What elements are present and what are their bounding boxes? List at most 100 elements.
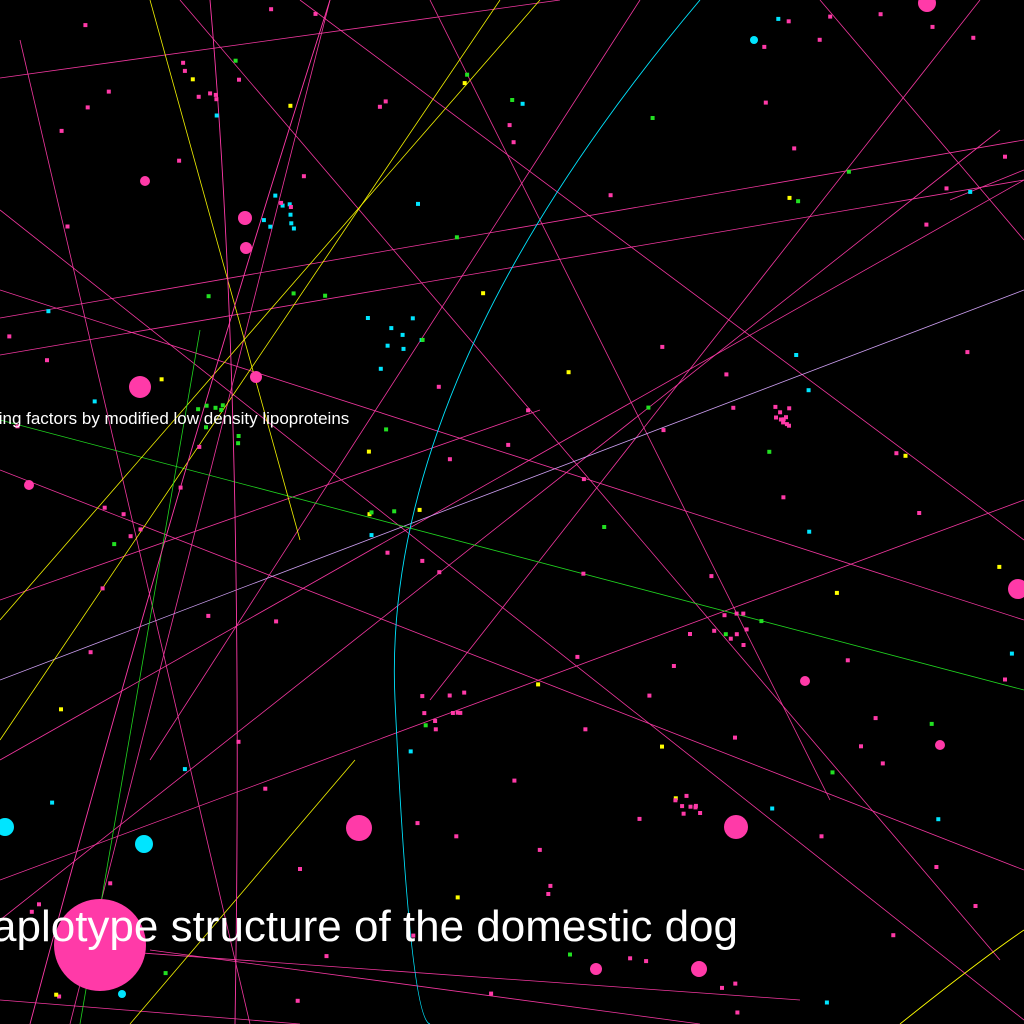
node-small-90 [1003, 154, 1007, 159]
node-small-174 [903, 453, 908, 458]
node-small-32 [220, 403, 225, 408]
node-small-168 [965, 350, 970, 355]
edge-26 [0, 0, 501, 741]
node-small-109 [298, 867, 302, 871]
node-small-97 [824, 1000, 829, 1005]
node-small-224 [767, 449, 772, 454]
node-small-117 [100, 586, 105, 591]
node-small-68 [681, 811, 686, 816]
node-small-156 [112, 542, 117, 547]
node-small-116 [834, 590, 839, 595]
node-small-209 [536, 682, 541, 687]
node-small-133 [971, 35, 976, 40]
node-small-110 [288, 103, 293, 108]
node-small-27 [208, 91, 213, 96]
edge-29 [149, 0, 301, 541]
node-small-36 [213, 405, 218, 410]
node-small-28 [219, 407, 224, 412]
node-small-121 [313, 11, 318, 16]
edge-23 [0, 289, 1024, 681]
node-large-18 [750, 36, 758, 44]
node-small-13 [268, 224, 273, 229]
node-small-211 [930, 24, 935, 29]
node-small-71 [693, 805, 698, 810]
node-small-227 [92, 399, 97, 404]
node-small-185 [392, 509, 397, 514]
node-small-106 [575, 654, 580, 659]
node-small-190 [548, 883, 553, 888]
node-small-171 [206, 294, 211, 299]
node-small-151 [581, 571, 586, 576]
node-label-lipoproteins: ting factors by modified low density lip… [0, 409, 350, 428]
node-small-166 [512, 778, 517, 783]
curved-edge-3 [29, 0, 331, 1024]
node-small-93 [415, 821, 420, 826]
edge-1 [0, 0, 561, 79]
node-small-45 [447, 693, 452, 698]
node-large-14 [800, 676, 810, 686]
node-large-17 [0, 818, 14, 836]
node-small-47 [712, 628, 717, 633]
node-small-61 [817, 37, 822, 42]
node-small-85 [408, 749, 413, 754]
edge-24 [0, 419, 1024, 691]
node-small-193 [121, 512, 126, 517]
node-small-77 [773, 404, 778, 409]
node-small-17 [288, 205, 293, 209]
node-small-5 [410, 316, 415, 321]
node-small-152 [46, 309, 51, 314]
node-small-179 [214, 113, 219, 118]
node-small-10 [291, 226, 296, 231]
node-small-105 [510, 98, 515, 102]
node-small-101 [236, 739, 241, 744]
node-small-112 [88, 650, 93, 655]
node-small-145 [759, 619, 764, 624]
node-small-220 [878, 12, 883, 17]
node-small-127 [324, 954, 329, 959]
node-small-173 [763, 100, 768, 105]
node-small-74 [774, 415, 778, 420]
node-small-16 [273, 193, 278, 198]
edge-15 [949, 169, 1024, 201]
node-small-120 [57, 994, 62, 999]
node-large-4 [724, 815, 748, 839]
edge-17 [149, 949, 701, 1024]
node-small-40 [420, 694, 425, 699]
node-small-34 [236, 434, 241, 438]
node-small-100 [29, 909, 34, 914]
node-small-186 [628, 956, 633, 961]
edge-10 [0, 179, 1024, 761]
node-small-99 [178, 485, 183, 490]
node-small-134 [138, 527, 143, 532]
node-small-188 [45, 358, 49, 363]
node-small-79 [778, 417, 783, 422]
node-small-44 [458, 710, 463, 715]
node-small-59 [786, 19, 791, 24]
edge-9 [69, 0, 331, 1024]
edge-8 [299, 0, 1024, 541]
node-small-24 [237, 77, 241, 82]
node-small-104 [301, 174, 306, 179]
node-small-3 [378, 366, 383, 371]
node-small-51 [744, 627, 749, 632]
node-small-219 [384, 427, 389, 432]
edge-5 [0, 209, 1024, 1021]
node-small-46 [722, 613, 727, 618]
node-small-154 [924, 222, 929, 227]
node-small-205 [709, 574, 714, 579]
node-small-144 [819, 834, 824, 839]
node-small-195 [660, 744, 664, 749]
node-small-215 [411, 933, 416, 938]
node-small-230 [454, 834, 459, 839]
node-small-163 [873, 716, 878, 721]
node-small-170 [383, 99, 388, 104]
node-small-82 [481, 291, 486, 296]
node-small-124 [59, 707, 63, 712]
node-small-12 [261, 218, 266, 223]
node-small-136 [385, 550, 390, 555]
node-large-9 [238, 211, 252, 225]
node-small-118 [661, 428, 666, 433]
node-small-198 [770, 806, 775, 811]
node-small-155 [894, 451, 899, 456]
node-small-177 [787, 423, 791, 428]
